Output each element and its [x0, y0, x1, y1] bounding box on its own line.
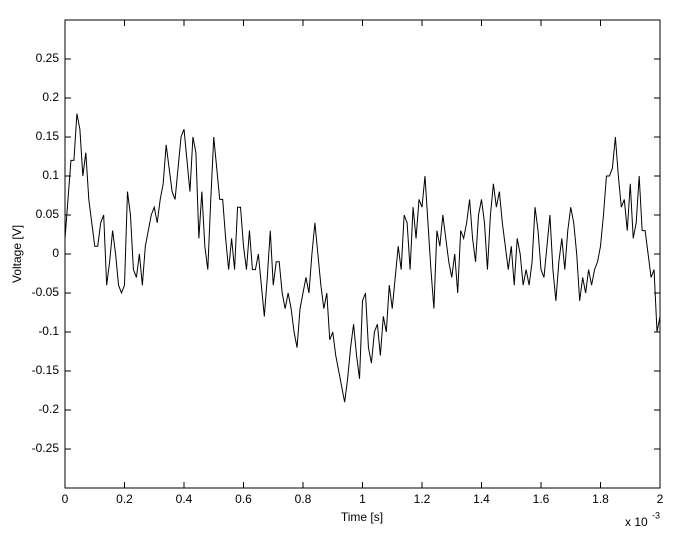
y-tick-label: -0.25	[32, 441, 60, 455]
y-tick-label: 0.2	[42, 90, 59, 104]
y-tick-label: -0.2	[38, 402, 59, 416]
x-tick-label: 1.2	[414, 492, 431, 506]
y-tick-label: 0	[52, 246, 59, 260]
x-tick-label: 0.8	[295, 492, 312, 506]
y-tick-label: -0.05	[32, 285, 60, 299]
y-tick-label: 0.1	[42, 168, 59, 182]
y-tick-label: -0.15	[32, 363, 60, 377]
x-tick-label: 0.2	[116, 492, 133, 506]
y-tick-label: 0.15	[36, 129, 60, 143]
y-tick-label: 0.25	[36, 51, 60, 65]
x-tick-label: 2	[657, 492, 664, 506]
y-tick-label: 0.05	[36, 207, 60, 221]
data-line	[64, 113, 661, 403]
x-exponent: -3	[652, 510, 660, 520]
x-tick-label: 1.4	[473, 492, 490, 506]
y-axis-label: Voltage [V]	[10, 225, 24, 283]
x-tick-label: 0	[62, 492, 69, 506]
x-tick-label: 1.6	[533, 492, 550, 506]
x-tick-label: 1.8	[592, 492, 609, 506]
x-tick-label: 0.6	[235, 492, 252, 506]
plot-frame	[64, 19, 661, 489]
x-tick-label: 1	[359, 492, 366, 506]
x-axis-label: Time [s]	[341, 510, 383, 524]
x-multiplier: x 10	[625, 515, 648, 529]
x-tick-label: 0.4	[176, 492, 193, 506]
y-tick-label: -0.1	[38, 324, 59, 338]
